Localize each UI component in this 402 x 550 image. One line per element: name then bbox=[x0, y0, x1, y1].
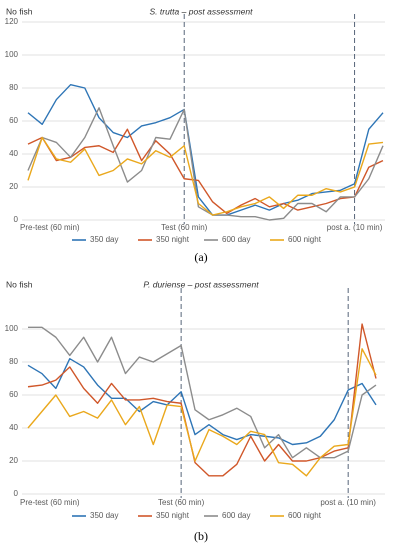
series-line bbox=[27, 358, 377, 446]
figure-caption: (a) bbox=[194, 250, 207, 264]
y-tick-label: 100 bbox=[5, 324, 19, 333]
figure-caption: (b) bbox=[194, 529, 208, 543]
chart-title: S. trutta – post assessment bbox=[150, 6, 254, 16]
y-tick-label: 80 bbox=[9, 83, 18, 92]
x-tick-label: Pre-test (60 min) bbox=[20, 498, 80, 507]
x-tick-label: post a. (10 min) bbox=[327, 223, 383, 232]
y-tick-label: 60 bbox=[9, 116, 18, 125]
y-tick-label: 40 bbox=[9, 423, 18, 432]
y-tick-label: 0 bbox=[14, 489, 19, 498]
y-axis-label: No fish bbox=[6, 279, 33, 289]
y-tick-label: 0 bbox=[14, 215, 19, 224]
series-line bbox=[28, 326, 377, 459]
series-line bbox=[27, 136, 384, 216]
series-line bbox=[27, 84, 384, 216]
legend-label: 350 night bbox=[156, 235, 190, 244]
series-line bbox=[27, 107, 384, 221]
y-tick-label: 60 bbox=[9, 390, 18, 399]
legend-label: 600 day bbox=[222, 511, 250, 520]
series-line bbox=[27, 348, 377, 477]
legend-label: 350 day bbox=[90, 511, 118, 520]
legend-label: 600 night bbox=[288, 235, 322, 244]
x-tick-label: Pre-test (60 min) bbox=[20, 223, 80, 232]
y-tick-label: 80 bbox=[9, 357, 18, 366]
y-tick-label: 40 bbox=[9, 149, 18, 158]
x-tick-label: Test (60 min) bbox=[161, 223, 208, 232]
legend-label: 350 night bbox=[156, 511, 190, 520]
series-line bbox=[27, 323, 377, 477]
series-line bbox=[27, 128, 384, 215]
y-tick-label: 20 bbox=[9, 456, 18, 465]
y-tick-label: 100 bbox=[5, 50, 19, 59]
legend-label: 600 day bbox=[222, 235, 250, 244]
x-tick-label: Test (60 min) bbox=[158, 498, 205, 507]
legend-label: 350 day bbox=[90, 235, 118, 244]
y-tick-label: 20 bbox=[9, 182, 18, 191]
chart-title: P. duriense – post assessment bbox=[143, 279, 259, 289]
x-tick-label: post a. (10 min) bbox=[320, 498, 376, 507]
legend-label: 600 night bbox=[288, 511, 322, 520]
y-axis-label: No fish bbox=[6, 6, 33, 16]
y-tick-label: 120 bbox=[5, 17, 19, 26]
